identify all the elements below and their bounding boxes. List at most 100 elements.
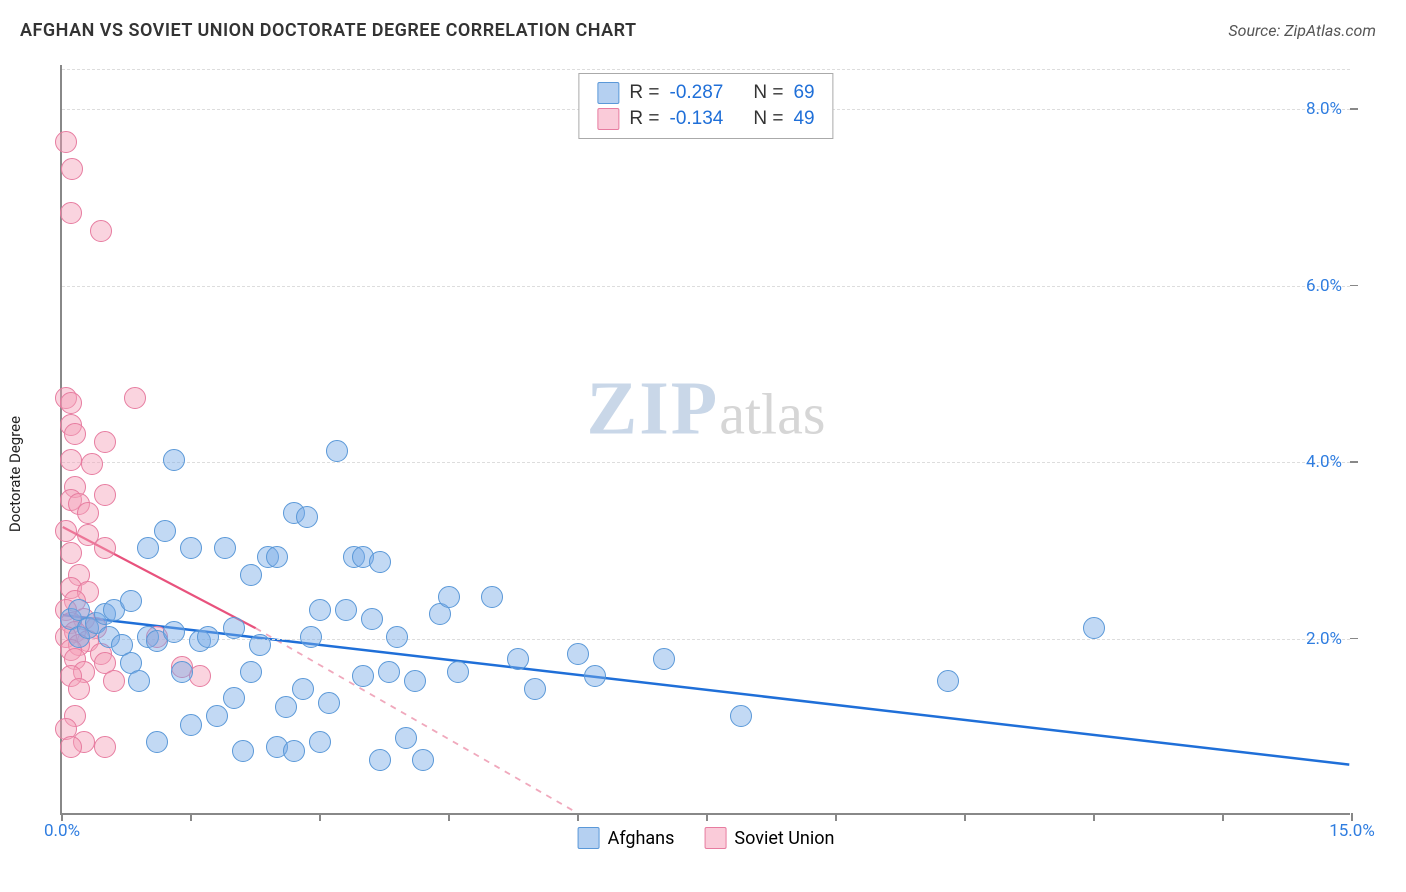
scatter-point bbox=[68, 678, 90, 700]
scatter-point bbox=[275, 696, 297, 718]
legend-swatch-afghans bbox=[578, 827, 600, 849]
scatter-point bbox=[240, 564, 262, 586]
r-value-soviet: -0.134 bbox=[669, 108, 723, 130]
scatter-point bbox=[124, 387, 146, 409]
scatter-point bbox=[180, 714, 202, 736]
x-tick-mark bbox=[706, 813, 708, 821]
watermark-atlas: atlas bbox=[719, 382, 825, 447]
scatter-point bbox=[352, 665, 374, 687]
plot-area: ZIPatlas R = -0.287 N = 69 R = -0.134 N … bbox=[60, 65, 1350, 815]
scatter-point bbox=[249, 634, 271, 656]
scatter-point bbox=[584, 665, 606, 687]
scatter-point bbox=[378, 661, 400, 683]
scatter-point bbox=[154, 520, 176, 542]
scatter-point bbox=[296, 506, 318, 528]
x-tick-mark bbox=[190, 813, 192, 821]
scatter-point bbox=[94, 484, 116, 506]
legend-swatch-soviet bbox=[704, 827, 726, 849]
scatter-point bbox=[292, 678, 314, 700]
x-tick-mark bbox=[448, 813, 450, 821]
scatter-point bbox=[60, 542, 82, 564]
scatter-point bbox=[120, 590, 142, 612]
x-tick-label: 15.0% bbox=[1329, 821, 1375, 841]
scatter-point bbox=[55, 520, 77, 542]
trend-lines bbox=[62, 65, 1350, 813]
x-tick-mark bbox=[61, 813, 63, 821]
legend-label-afghans: Afghans bbox=[608, 828, 675, 849]
legend-item-afghans: Afghans bbox=[578, 827, 675, 849]
swatch-soviet bbox=[597, 108, 619, 130]
scatter-point bbox=[369, 551, 391, 573]
scatter-point bbox=[240, 661, 262, 683]
scatter-point bbox=[94, 431, 116, 453]
scatter-point bbox=[90, 220, 112, 242]
scatter-point bbox=[81, 453, 103, 475]
scatter-point bbox=[94, 736, 116, 758]
scatter-point bbox=[60, 392, 82, 414]
scatter-point bbox=[447, 661, 469, 683]
n-value-afghans: 69 bbox=[793, 82, 814, 104]
scatter-point bbox=[137, 537, 159, 559]
scatter-point bbox=[266, 546, 288, 568]
scatter-point bbox=[214, 537, 236, 559]
scatter-point bbox=[60, 449, 82, 471]
scatter-point bbox=[163, 621, 185, 643]
scatter-point bbox=[171, 661, 193, 683]
y-tick-mark bbox=[1350, 638, 1358, 640]
grid-line bbox=[62, 69, 1350, 70]
watermark: ZIPatlas bbox=[587, 366, 826, 453]
scatter-point bbox=[309, 731, 331, 753]
y-tick-label: 6.0% bbox=[1306, 276, 1342, 296]
y-tick-label: 2.0% bbox=[1306, 629, 1342, 649]
x-tick-mark bbox=[1093, 813, 1095, 821]
scatter-point bbox=[197, 626, 219, 648]
scatter-point bbox=[61, 158, 83, 180]
stats-legend: R = -0.287 N = 69 R = -0.134 N = 49 bbox=[578, 73, 833, 139]
x-tick-mark bbox=[577, 813, 579, 821]
scatter-point bbox=[567, 643, 589, 665]
scatter-point bbox=[507, 648, 529, 670]
scatter-point bbox=[60, 202, 82, 224]
legend-item-soviet: Soviet Union bbox=[704, 827, 834, 849]
y-tick-label: 4.0% bbox=[1306, 452, 1342, 472]
scatter-point bbox=[180, 537, 202, 559]
chart-header: AFGHAN VS SOVIET UNION DOCTORATE DEGREE … bbox=[0, 0, 1406, 51]
chart-container: Doctorate Degree ZIPatlas R = -0.287 N =… bbox=[20, 55, 1386, 875]
grid-line bbox=[62, 286, 1350, 287]
scatter-point bbox=[335, 599, 357, 621]
scatter-point bbox=[128, 670, 150, 692]
legend-label-soviet: Soviet Union bbox=[734, 828, 834, 849]
r-label: R = bbox=[629, 82, 659, 104]
scatter-point bbox=[369, 749, 391, 771]
scatter-point bbox=[404, 670, 426, 692]
scatter-point bbox=[283, 740, 305, 762]
scatter-point bbox=[937, 670, 959, 692]
chart-title: AFGHAN VS SOVIET UNION DOCTORATE DEGREE … bbox=[20, 20, 637, 41]
swatch-afghans bbox=[597, 82, 619, 104]
scatter-point bbox=[64, 423, 86, 445]
y-axis-label: Doctorate Degree bbox=[6, 416, 24, 532]
scatter-point bbox=[318, 692, 340, 714]
scatter-point bbox=[77, 502, 99, 524]
scatter-point bbox=[481, 586, 503, 608]
watermark-zip: ZIP bbox=[587, 367, 720, 451]
x-tick-mark bbox=[319, 813, 321, 821]
y-tick-mark bbox=[1350, 285, 1358, 287]
scatter-point bbox=[395, 727, 417, 749]
scatter-point bbox=[386, 626, 408, 648]
scatter-point bbox=[94, 537, 116, 559]
scatter-point bbox=[103, 670, 125, 692]
scatter-point bbox=[232, 740, 254, 762]
scatter-point bbox=[60, 736, 82, 758]
scatter-point bbox=[163, 449, 185, 471]
bottom-legend: Afghans Soviet Union bbox=[578, 827, 835, 849]
scatter-point bbox=[300, 626, 322, 648]
y-tick-label: 8.0% bbox=[1306, 99, 1342, 119]
x-tick-mark bbox=[964, 813, 966, 821]
r-value-afghans: -0.287 bbox=[669, 82, 723, 104]
scatter-point bbox=[653, 648, 675, 670]
scatter-point bbox=[55, 131, 77, 153]
r-label: R = bbox=[629, 108, 659, 130]
scatter-point bbox=[206, 705, 228, 727]
y-tick-mark bbox=[1350, 461, 1358, 463]
